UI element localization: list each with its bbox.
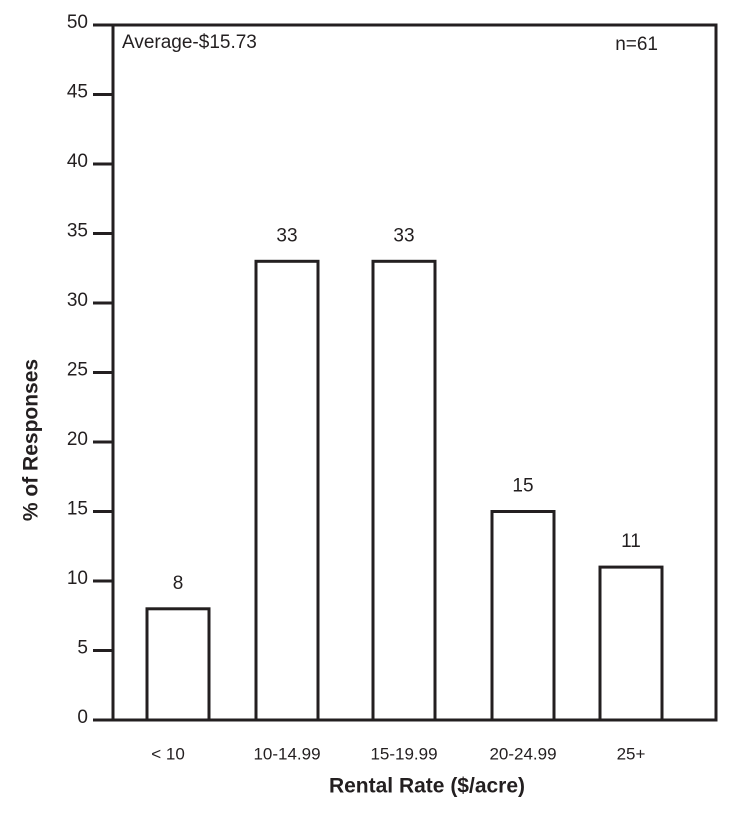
y-tick-label: 50	[67, 12, 88, 33]
x-tick-label: 25+	[617, 744, 646, 763]
y-tick-label: 15	[67, 499, 88, 520]
bar	[598, 565, 664, 722]
value-label: 33	[276, 225, 297, 246]
x-tick-label: 10-14.99	[253, 744, 320, 763]
annotation: n=61	[615, 34, 658, 55]
value-label: 8	[173, 573, 184, 594]
y-tick-label: 0	[77, 707, 88, 728]
bar	[254, 259, 320, 722]
y-tick-label: 25	[67, 360, 88, 381]
x-tick-label: < 10	[151, 744, 185, 763]
y-axis-title: % of Responses	[20, 359, 43, 521]
y-tick-label: 45	[67, 82, 88, 103]
x-tick-label: 15-19.99	[370, 744, 437, 763]
y-tick-label: 5	[77, 638, 88, 659]
value-label: 33	[393, 225, 414, 246]
bar	[490, 510, 556, 722]
value-label: 11	[621, 531, 641, 552]
bar	[371, 259, 437, 722]
y-tick-label: 30	[67, 290, 88, 311]
x-axis-title: Rental Rate ($/acre)	[329, 775, 525, 798]
y-tick-label: 20	[67, 429, 88, 450]
annotation: Average-$15.73	[122, 32, 257, 53]
y-tick-label: 35	[67, 221, 88, 242]
value-label: 15	[512, 476, 533, 497]
y-tick-label: 10	[67, 568, 88, 589]
y-tick-label: 40	[67, 151, 88, 172]
x-tick-label: 20-24.99	[489, 744, 556, 763]
bar	[145, 607, 211, 722]
